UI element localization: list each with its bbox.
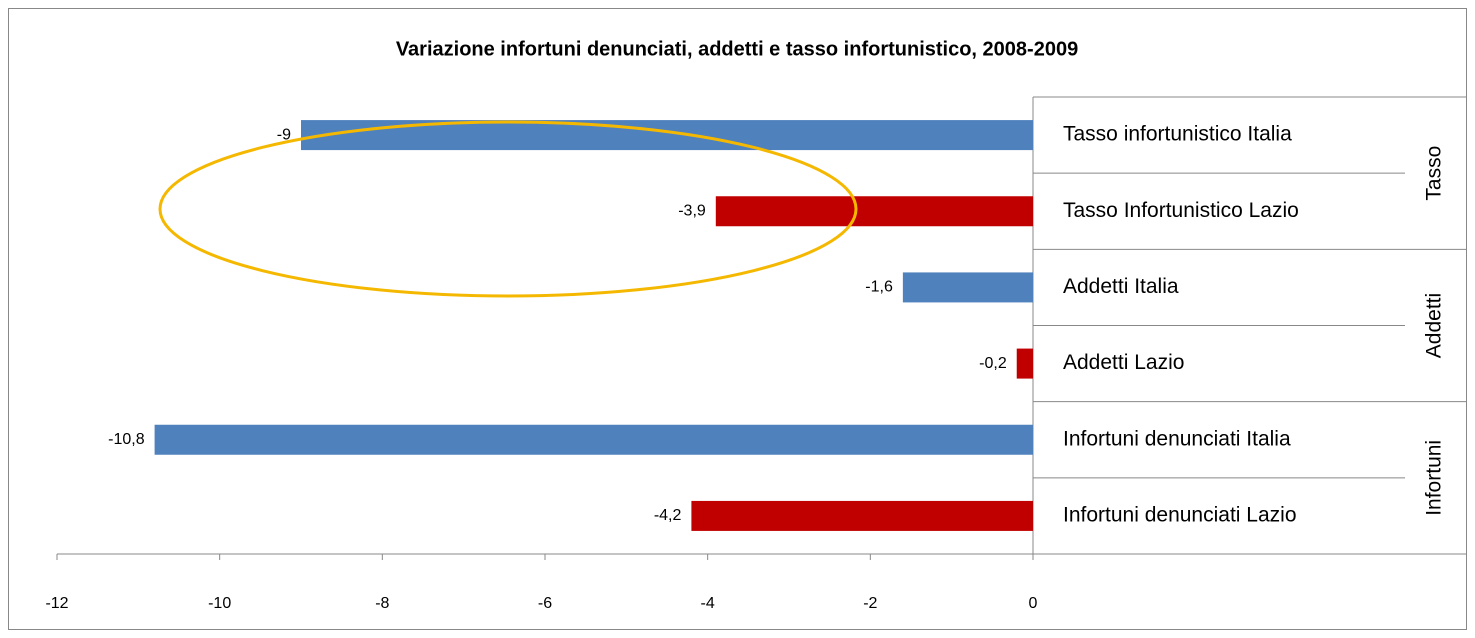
group-label: Tasso	[1423, 146, 1446, 201]
x-tick-label: -6	[538, 595, 552, 612]
chart-border	[8, 8, 1467, 630]
x-tick-label: -12	[45, 595, 68, 612]
value-label: -10,8	[108, 431, 145, 448]
category-label: Addetti Lazio	[1063, 351, 1184, 374]
bar	[1016, 348, 1033, 379]
group-label: Infortuni	[1423, 440, 1446, 516]
category-label: Tasso infortunistico Italia	[1063, 123, 1292, 146]
x-tick-label: -10	[208, 595, 231, 612]
category-label: Addetti Italia	[1063, 275, 1179, 298]
category-label: Infortuni denunciati Lazio	[1063, 503, 1297, 526]
category-label: Tasso Infortunistico Lazio	[1063, 199, 1299, 222]
value-label: -0,2	[979, 355, 1007, 372]
bar	[691, 500, 1033, 531]
x-tick-label: -2	[863, 595, 877, 612]
x-tick-label: -4	[701, 595, 715, 612]
x-tick-label: 0	[1029, 595, 1038, 612]
highlight-ellipse	[158, 120, 858, 298]
group-label: Addetti	[1423, 293, 1446, 358]
category-label: Infortuni denunciati Italia	[1063, 427, 1291, 450]
value-label: -4,2	[654, 507, 682, 524]
value-label: -1,6	[865, 279, 893, 296]
bar	[715, 196, 1033, 227]
value-label: -9	[277, 126, 291, 143]
value-label: -3,9	[678, 202, 706, 219]
chart-title: Variazione infortuni denunciati, addetti…	[396, 38, 1078, 60]
x-tick-label: -8	[375, 595, 389, 612]
bar	[154, 424, 1034, 455]
bar	[902, 272, 1033, 303]
